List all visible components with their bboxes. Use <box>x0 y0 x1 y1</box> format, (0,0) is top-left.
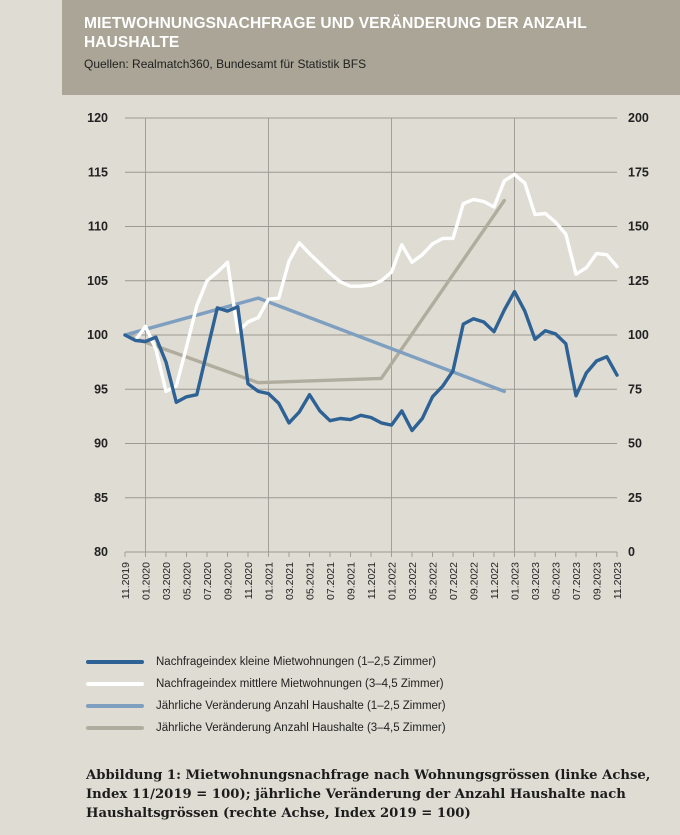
line-chart: 80 85 90 95 100 105 110 115 120 0 25 50 75 100 125 150… <box>87 111 649 600</box>
legend-label-small: Nachfrageindex kleine Mietwohnungen (1–2… <box>156 656 436 668</box>
x-tick-label: 01.2021 <box>264 562 276 600</box>
left-axis: 80 85 90 95 100 105 110 115 120 <box>87 111 108 559</box>
left-tick-label: 90 <box>94 437 108 451</box>
chart-title: MIETWOHNUNGSNACHFRAGE UND VERÄNDERUNG DE… <box>84 15 587 51</box>
x-tick-label: 11.2019 <box>120 562 132 599</box>
x-axis: 11.2019 01.2020 03.2020 05.2020 07.2020 09.20… <box>120 552 624 600</box>
legend-swatch-medium <box>86 682 144 686</box>
x-tick-label: 05.2020 <box>182 562 194 600</box>
x-tick-label: 09.2022 <box>469 562 481 600</box>
x-tick-label: 05.2022 <box>428 562 440 600</box>
x-tick-label: 09.2020 <box>223 562 235 600</box>
right-tick-label: 150 <box>628 220 649 234</box>
legend-item-hh-small: Jährliche Veränderung Anzahl Haushalte (… <box>86 695 446 717</box>
left-tick-label: 85 <box>94 491 108 505</box>
right-tick-label: 50 <box>628 437 642 451</box>
chart-header: MIETWOHNUNGSNACHFRAGE UND VERÄNDERUNG DE… <box>62 0 680 95</box>
right-tick-label: 100 <box>628 328 649 342</box>
series-line-medium <box>123 172 619 394</box>
legend: Nachfrageindex kleine Mietwohnungen (1–2… <box>86 651 446 739</box>
legend-label-medium: Nachfrageindex mittlere Mietwohnungen (3… <box>156 678 444 690</box>
x-tick-label: 03.2022 <box>407 562 419 600</box>
x-tick-label: 11.2020 <box>243 562 255 599</box>
left-tick-label: 105 <box>87 274 108 288</box>
x-tick-label: 05.2023 <box>551 562 563 600</box>
chart-source: Quellen: Realmatch360, Bundesamt für Sta… <box>84 57 367 71</box>
left-tick-label: 120 <box>87 111 108 125</box>
x-tick-label: 11.2021 <box>366 562 378 599</box>
x-tick-label: 07.2023 <box>571 562 583 600</box>
legend-item-small: Nachfrageindex kleine Mietwohnungen (1–2… <box>86 651 446 673</box>
left-tick-label: 115 <box>88 165 108 179</box>
right-tick-label: 125 <box>628 274 649 288</box>
left-tick-label: 95 <box>94 382 108 396</box>
legend-swatch-hh-medium <box>86 726 144 730</box>
legend-label-hh-small: Jährliche Veränderung Anzahl Haushalte (… <box>156 700 446 712</box>
series-line-small <box>123 289 619 433</box>
legend-label-hh-medium: Jährliche Veränderung Anzahl Haushalte (… <box>156 722 446 734</box>
x-tick-label: 11.2023 <box>612 562 624 599</box>
x-tick-label: 03.2020 <box>161 562 173 600</box>
left-tick-label: 80 <box>94 545 108 559</box>
grid-lines <box>125 117 617 553</box>
legend-swatch-hh-small <box>86 704 144 708</box>
x-tick-label: 01.2020 <box>141 562 153 600</box>
x-tick-label: 03.2021 <box>284 562 296 600</box>
x-tick-label: 09.2021 <box>346 562 358 600</box>
x-tick-label: 07.2021 <box>325 562 337 600</box>
right-tick-label: 175 <box>628 165 649 179</box>
x-tick-label: 03.2023 <box>530 562 542 600</box>
series-line-hh-medium <box>123 198 506 385</box>
x-tick-label: 11.2022 <box>489 562 501 599</box>
left-tick-label: 110 <box>88 220 108 234</box>
x-tick-label: 07.2020 <box>202 562 214 600</box>
right-tick-label: 0 <box>628 545 635 559</box>
figure-caption: Abbildung 1: Mietwohnungsnachfrage nach … <box>86 768 651 821</box>
right-axis: 0 25 50 75 100 125 150 175 200 <box>628 111 649 559</box>
legend-swatch-small <box>86 660 144 664</box>
right-tick-label: 200 <box>628 111 649 125</box>
x-tick-label: 09.2023 <box>592 562 604 600</box>
x-tick-label: 01.2022 <box>387 562 399 600</box>
right-tick-label: 25 <box>628 491 642 505</box>
x-tick-label: 05.2021 <box>305 562 317 600</box>
series-line-hh-small <box>123 296 506 394</box>
x-tick-label: 07.2022 <box>448 562 460 600</box>
left-tick-label: 100 <box>87 328 108 342</box>
legend-item-medium: Nachfrageindex mittlere Mietwohnungen (3… <box>86 673 446 695</box>
series-lines <box>123 172 619 433</box>
x-tick-label: 01.2023 <box>510 562 522 600</box>
legend-item-hh-medium: Jährliche Veränderung Anzahl Haushalte (… <box>86 717 446 739</box>
right-tick-label: 75 <box>628 382 642 396</box>
